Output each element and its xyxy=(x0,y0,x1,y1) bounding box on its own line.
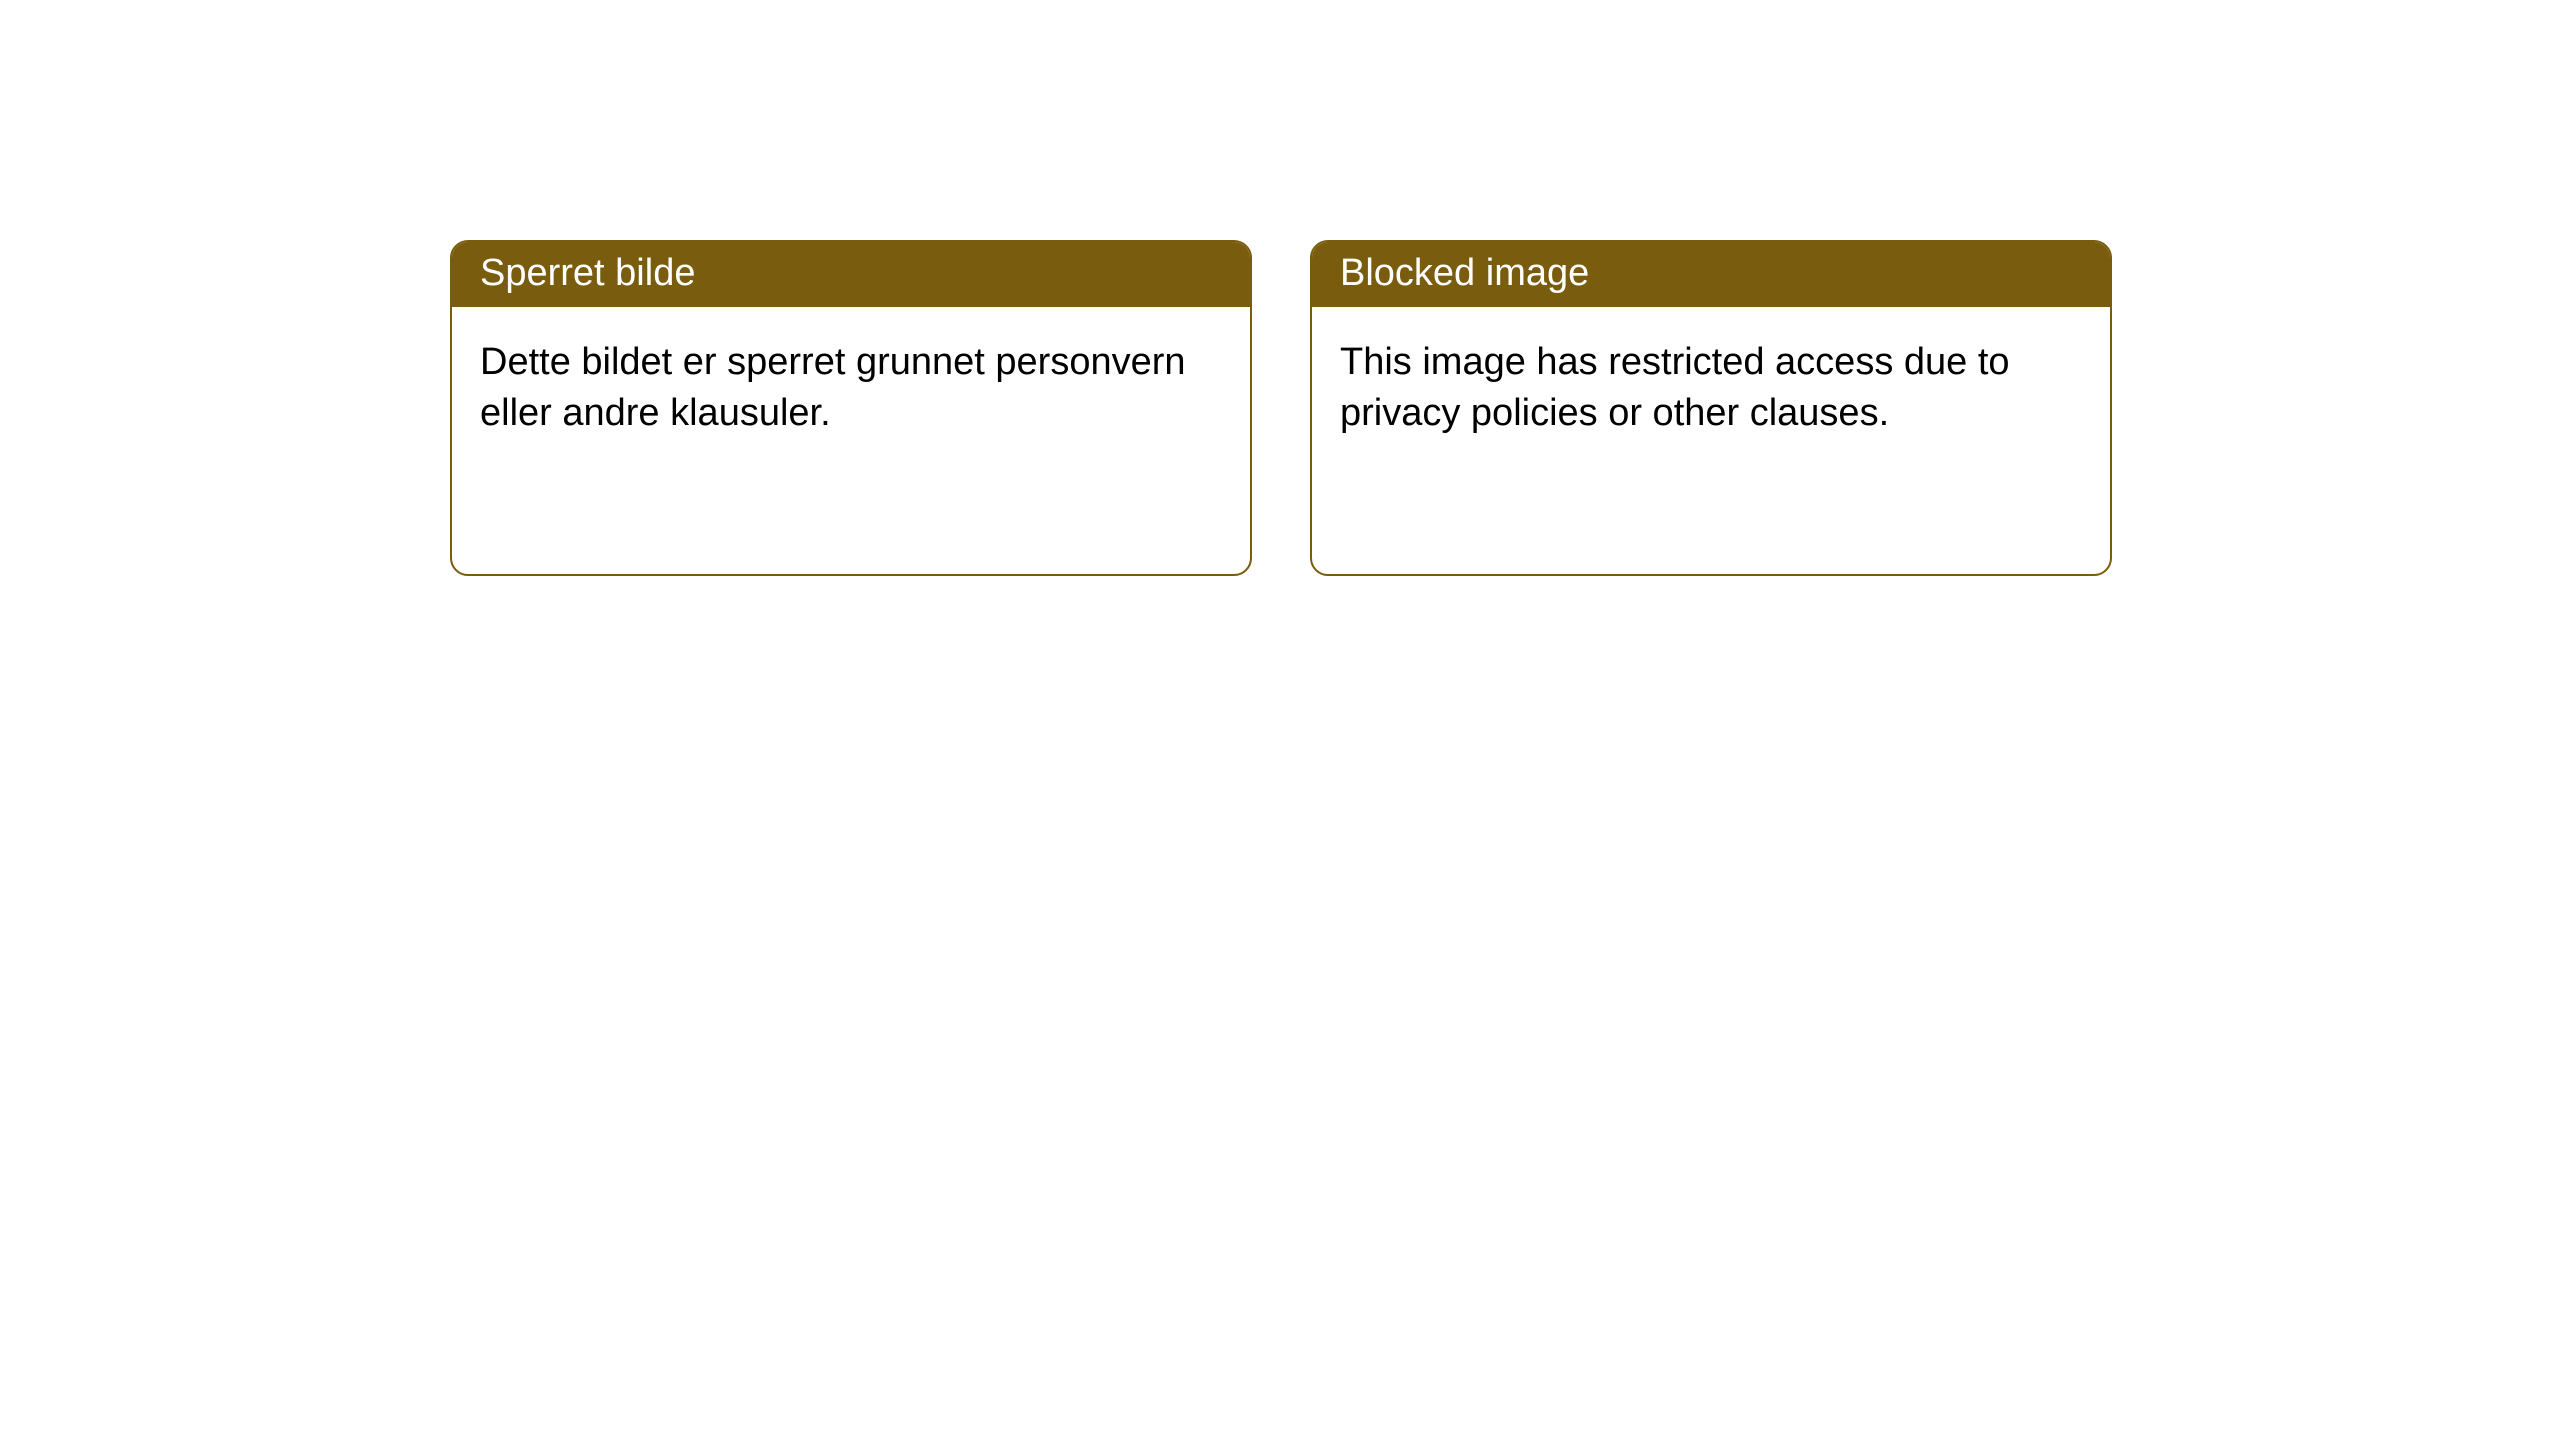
notice-header: Sperret bilde xyxy=(452,242,1250,307)
notice-card-english: Blocked image This image has restricted … xyxy=(1310,240,2112,576)
blocked-image-notices: Sperret bilde Dette bildet er sperret gr… xyxy=(450,240,2112,576)
notice-body: This image has restricted access due to … xyxy=(1312,307,2110,470)
notice-body: Dette bildet er sperret grunnet personve… xyxy=(452,307,1250,470)
notice-card-norwegian: Sperret bilde Dette bildet er sperret gr… xyxy=(450,240,1252,576)
notice-header: Blocked image xyxy=(1312,242,2110,307)
